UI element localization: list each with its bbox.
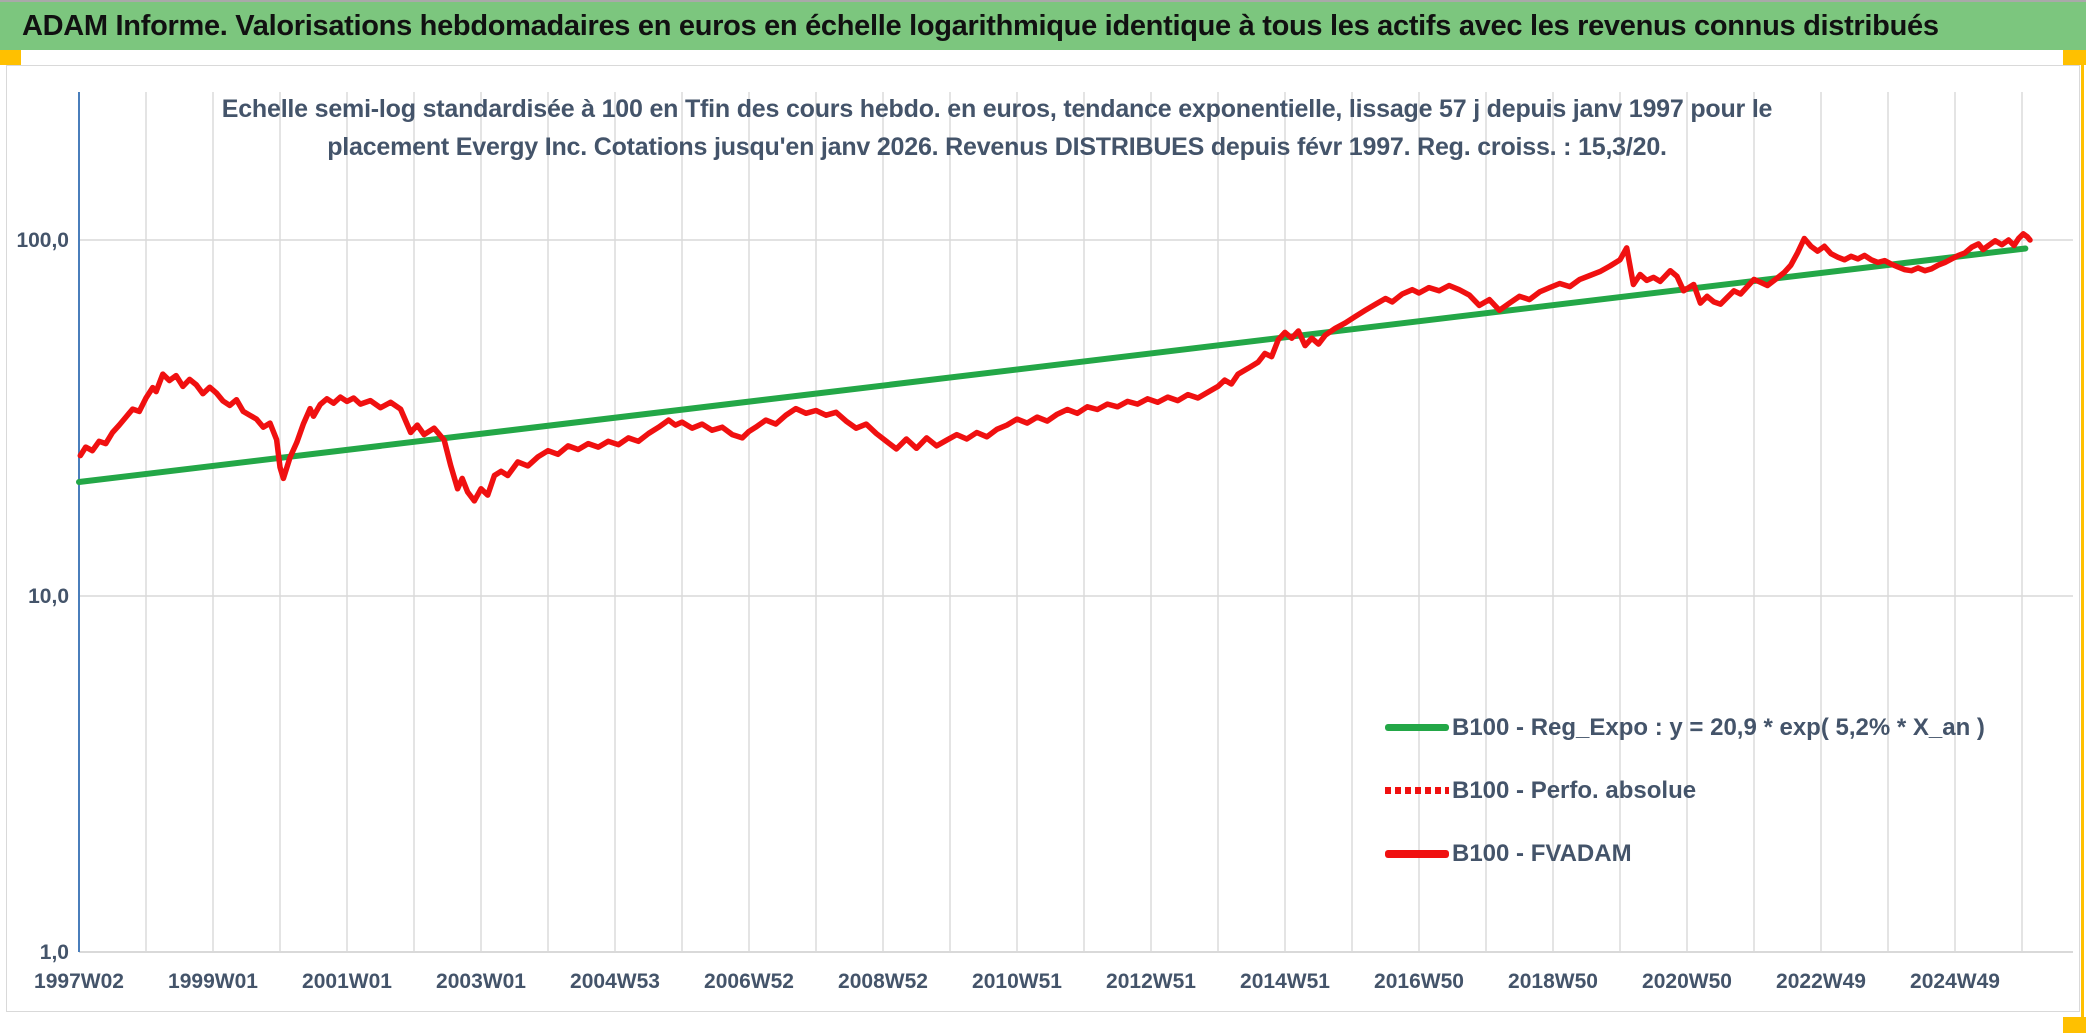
axis-tick-label: 1999W01 (168, 970, 258, 993)
series-reg-expo-line[interactable] (76, 245, 2029, 486)
legend-label: B100 - Perfo. absolue (1452, 776, 1697, 804)
axis-tick-label: 2003W01 (436, 970, 526, 993)
axis-tick-label: 2016W50 (1374, 970, 1464, 993)
axis-tick-label: 2001W01 (302, 970, 392, 993)
green-trendline-swatch-icon (1385, 724, 1449, 731)
chart-plot-area[interactable]: 1997W02 1999W01 2001W01 2003W01 2004W53 2006W… (7, 66, 2079, 1011)
chart-title-line1: Echelle semi-log standardisée à 100 en T… (221, 95, 1773, 123)
gold-accent-top-left (0, 50, 21, 65)
legend-item-fvadam[interactable]: B100 - FVADAM (1385, 822, 1985, 885)
axis-tick-label: 1997W02 (34, 970, 124, 993)
gold-accent-top-right (2063, 50, 2086, 65)
series-fvadam-line[interactable] (77, 231, 2033, 504)
chart-card: 1997W02 1999W01 2001W01 2003W01 2004W53 2006W… (6, 65, 2080, 1012)
red-dotted-line-swatch-icon (1385, 787, 1449, 794)
page-title: ADAM Informe. Valorisations hebdomadaire… (22, 9, 1939, 42)
chart-legend: B100 - Reg_Expo : y = 20,9 * exp( 5,2% *… (1385, 696, 1985, 885)
header-bar: ADAM Informe. Valorisations hebdomadaire… (0, 0, 2086, 50)
chart-title: Echelle semi-log standardisée à 100 en T… (157, 90, 1837, 166)
axis-tick-label: 2018W50 (1508, 970, 1598, 993)
axis-tick-label: 2008W52 (838, 970, 928, 993)
legend-label: B100 - FVADAM (1452, 839, 1632, 867)
axis-tick-label: 2006W52 (704, 970, 794, 993)
legend-label: B100 - Reg_Expo : y = 20,9 * exp( 5,2% *… (1452, 713, 1985, 741)
red-solid-line-swatch-icon (1385, 849, 1449, 858)
axis-tick-label: 2004W53 (570, 970, 660, 993)
axis-tick-label: 2020W50 (1642, 970, 1732, 993)
axis-tick-label: 2012W51 (1106, 970, 1196, 993)
gold-accent-bottom-right (2063, 1017, 2086, 1033)
axis-tick-label: 2022W49 (1776, 970, 1866, 993)
gold-accent-right-edge (2081, 65, 2084, 1033)
legend-item-perfo-absolue[interactable]: B100 - Perfo. absolue (1385, 759, 1985, 822)
axis-tick-label: 100,0 (16, 229, 69, 252)
axis-tick-label: 2014W51 (1240, 970, 1330, 993)
axis-tick-label: 1,0 (40, 941, 69, 964)
legend-item-reg-expo[interactable]: B100 - Reg_Expo : y = 20,9 * exp( 5,2% *… (1385, 696, 1985, 759)
axis-tick-label: 2010W51 (972, 970, 1062, 993)
axis-tick-label: 10,0 (28, 585, 69, 608)
axis-tick-label: 2024W49 (1910, 970, 2000, 993)
chart-title-line2: placement Evergy Inc. Cotations jusqu'en… (327, 133, 1667, 161)
